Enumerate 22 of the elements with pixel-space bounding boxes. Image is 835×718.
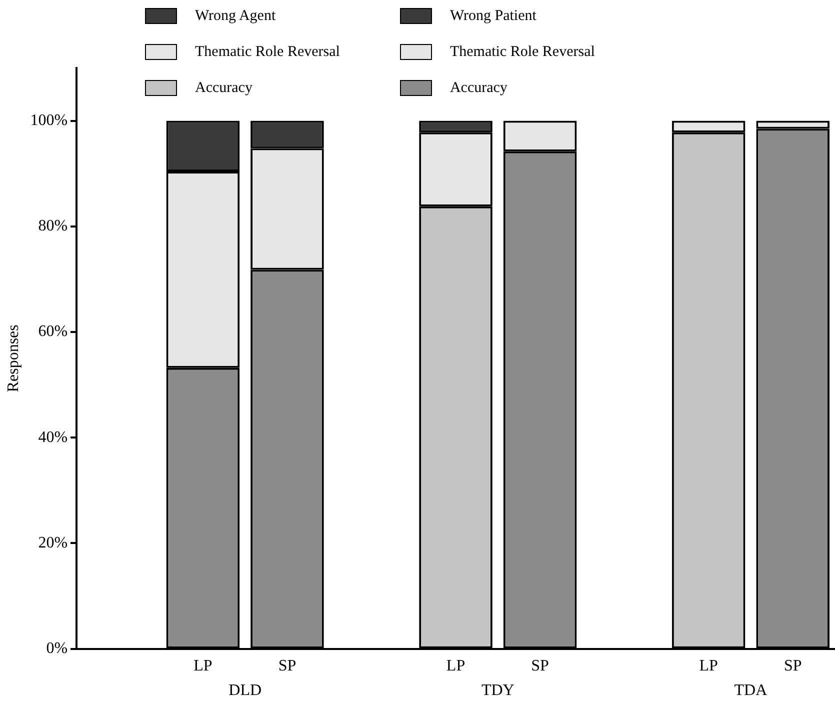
- x-tick-label: SP: [784, 658, 802, 675]
- x-tick-label: LP: [194, 658, 212, 675]
- legend-label: Accuracy: [450, 80, 508, 96]
- y-tick-label: 20%: [38, 534, 68, 552]
- y-axis-title: Responses: [4, 324, 22, 392]
- x-tick-label: LP: [699, 658, 718, 675]
- text: TDY: [481, 682, 515, 700]
- y-tick-label: 100%: [30, 112, 68, 130]
- legend-label: Accuracy: [195, 80, 252, 96]
- text: DLD: [228, 682, 262, 700]
- x-tick-label: SP: [278, 658, 296, 675]
- y-tick-label: 60%: [38, 323, 68, 340]
- legend-label: Wrong Patient: [450, 8, 536, 24]
- y-tick-label: 40%: [38, 428, 68, 446]
- text: TDA: [734, 682, 768, 700]
- legend-label: Wrong Agent: [195, 8, 276, 24]
- legend-label: Thematic Role Reversal: [450, 44, 595, 60]
- x-tick-label: LP: [446, 658, 466, 675]
- y-tick-label: 80%: [38, 218, 68, 235]
- legend-label: Thematic Role Reversal: [195, 44, 340, 60]
- y-tick-label: 0%: [46, 640, 68, 658]
- x-tick-label: SP: [531, 658, 550, 675]
